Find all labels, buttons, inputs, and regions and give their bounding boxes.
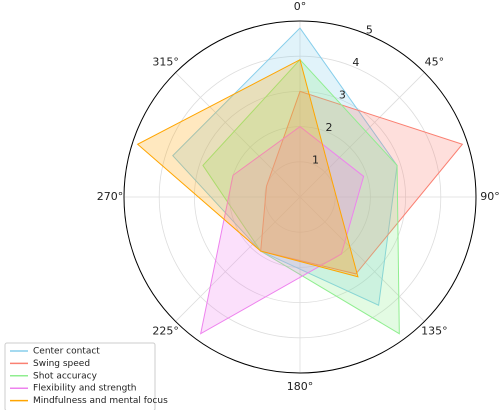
r-tick-label: 5 [366, 23, 373, 36]
series-area [202, 58, 400, 335]
r-tick-label: 4 [352, 56, 359, 69]
angle-label: 90° [480, 190, 500, 203]
legend-label: Flexibility and strength [33, 384, 137, 394]
grid-spoke [175, 196, 301, 322]
series-area [199, 125, 365, 335]
angle-label: 180° [287, 380, 314, 393]
r-tick-label: 1 [312, 153, 319, 166]
polar-frame [123, 20, 477, 374]
legend-label: Swing speed [33, 359, 90, 369]
grid-spoke [299, 72, 425, 198]
series-area [172, 27, 398, 306]
angle-label: 315° [152, 56, 179, 69]
angle-label: 45° [425, 56, 445, 69]
grid-spoke [299, 196, 425, 322]
series-area [136, 58, 359, 278]
angle-label: 270° [97, 190, 124, 203]
r-tick-label: 3 [339, 88, 346, 101]
angle-label: 0° [294, 0, 307, 13]
legend: Center contact Swing speed Shot accuracy Fl… [4, 342, 168, 412]
r-tick-label: 2 [325, 121, 332, 134]
angle-label: 225° [152, 324, 179, 337]
angle-label: 135° [421, 324, 448, 337]
legend-label: Mindfulness and mental focus [33, 396, 168, 406]
grid-spoke [175, 72, 301, 198]
legend-label: Center contact [33, 347, 100, 357]
legend-label: Shot accuracy [33, 371, 98, 381]
